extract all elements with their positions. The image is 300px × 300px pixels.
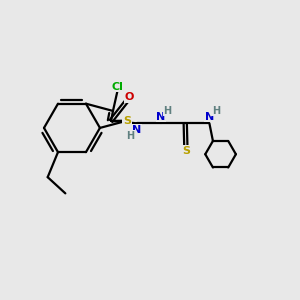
Text: H: H <box>164 106 172 116</box>
Text: H: H <box>126 131 134 141</box>
Text: H: H <box>212 106 220 116</box>
Text: N: N <box>157 112 166 122</box>
Text: S: S <box>123 116 131 126</box>
Text: S: S <box>182 146 190 156</box>
Text: N: N <box>205 112 214 122</box>
Text: N: N <box>132 125 142 135</box>
Text: O: O <box>125 92 134 102</box>
Text: Cl: Cl <box>112 82 123 92</box>
